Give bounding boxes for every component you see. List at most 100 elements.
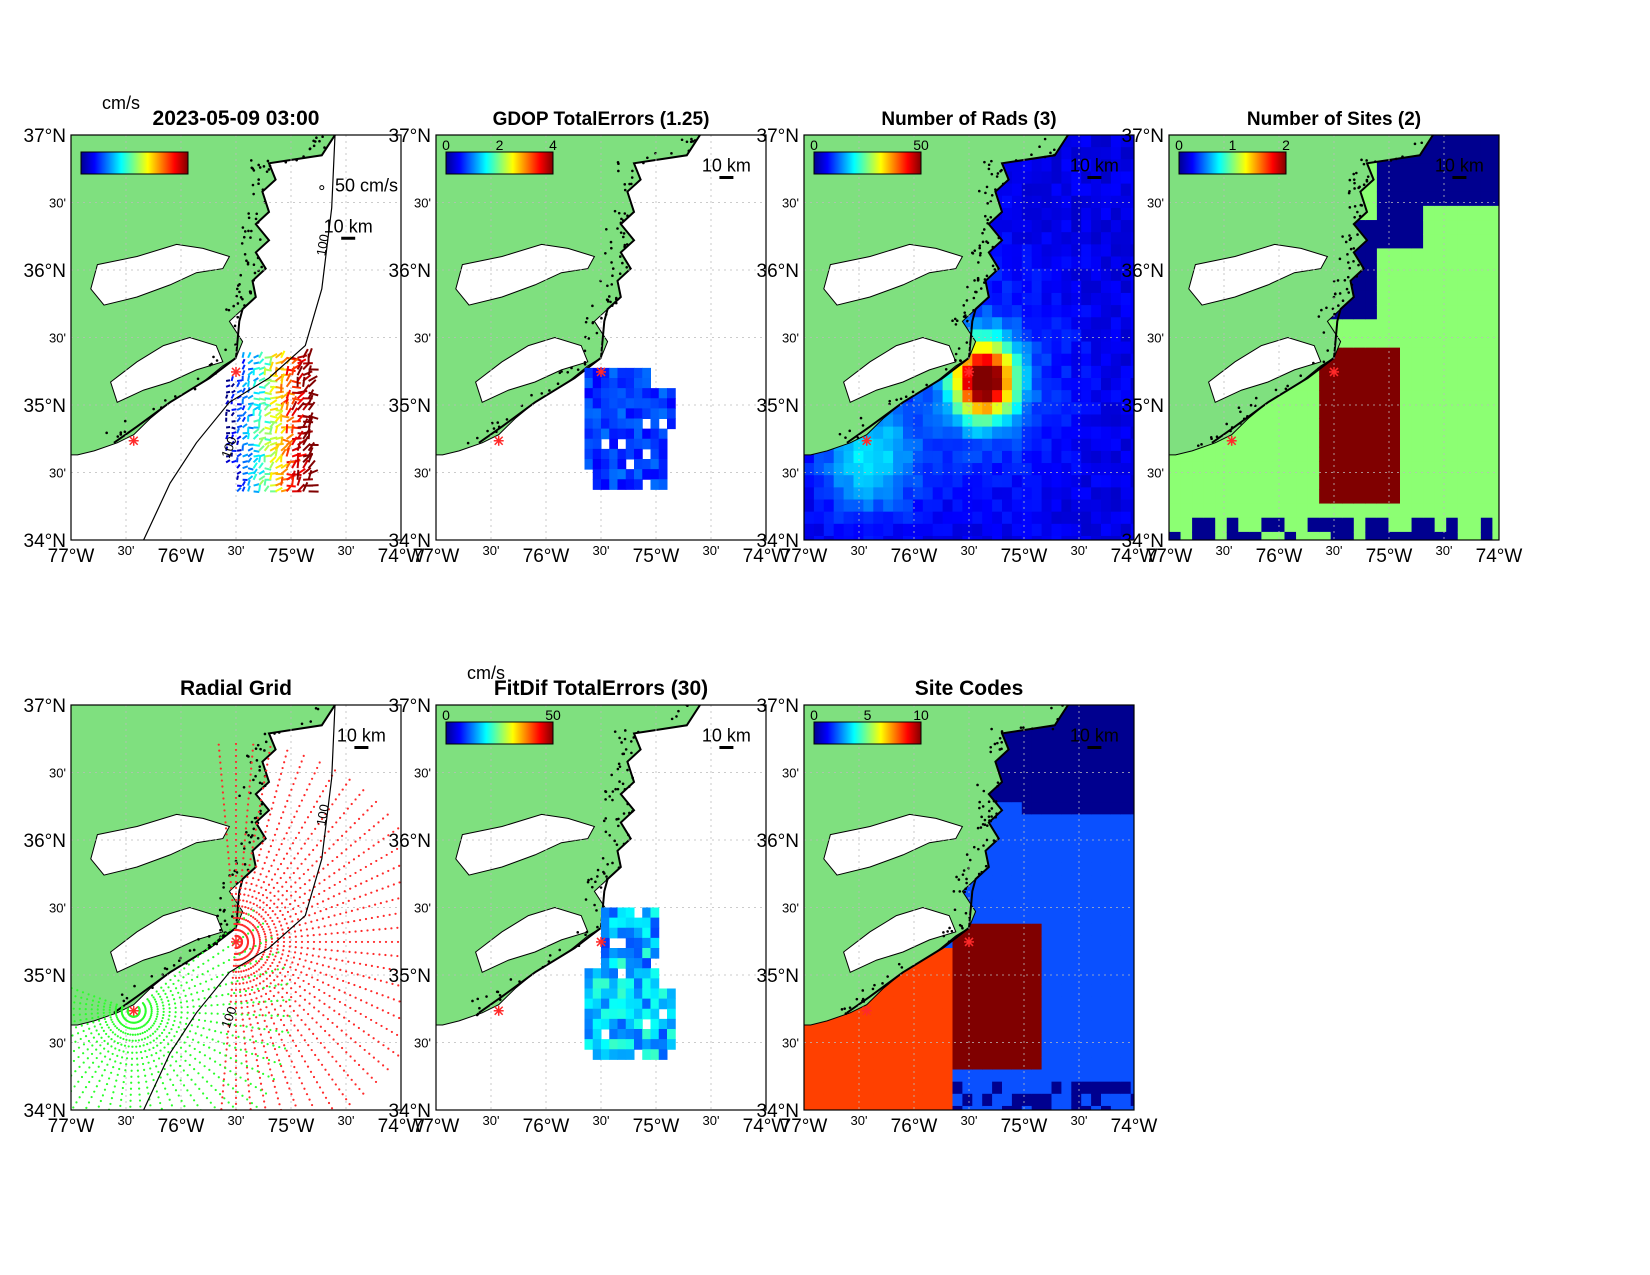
y-tick-label: 30' xyxy=(49,901,66,916)
pamlico-river xyxy=(110,336,224,403)
coastline-detail xyxy=(1196,141,1424,447)
x-tick-label: 30' xyxy=(851,543,868,558)
x-tick-label: 77°W xyxy=(781,546,828,567)
vector-scale-arrow xyxy=(319,185,325,191)
y-tick-label: 34°N xyxy=(757,531,799,552)
x-tick-label: 30' xyxy=(703,543,720,558)
pamlico-river xyxy=(843,906,957,973)
y-tick-label: 35°N xyxy=(389,966,431,987)
coastline-detail xyxy=(840,705,1064,1015)
radar-site-marker xyxy=(128,435,139,446)
y-tick-label: 34°N xyxy=(757,1101,799,1122)
y-tick-label: 37°N xyxy=(389,126,431,147)
x-tick-label: 77°W xyxy=(413,1116,460,1137)
map-frame xyxy=(803,134,1135,541)
radar-site-marker xyxy=(596,936,606,947)
albemarle-sound xyxy=(455,243,596,306)
x-tick-label: 30' xyxy=(338,543,355,558)
albemarle-sound xyxy=(90,243,231,306)
y-tick-label: 37°N xyxy=(24,126,66,147)
y-tick-label: 30' xyxy=(49,466,66,481)
y-tick-label: 30' xyxy=(49,196,66,211)
y-tick-label: 34°N xyxy=(389,1101,431,1122)
map-frame xyxy=(70,704,402,1111)
colorbar-unit: cm/s xyxy=(467,663,505,683)
radial-count-field xyxy=(804,135,1134,540)
x-tick-label: 75°W xyxy=(1366,546,1413,567)
colorbar xyxy=(1178,151,1287,175)
x-tick-label: 77°W xyxy=(48,546,95,567)
y-tick-label: 30' xyxy=(782,466,799,481)
x-tick-label: 77°W xyxy=(413,546,460,567)
graticule xyxy=(71,705,401,1110)
y-tick-label: 34°N xyxy=(24,531,66,552)
x-tick-label: 76°W xyxy=(1256,546,1303,567)
x-tick-label: 30' xyxy=(703,1113,720,1128)
radar-site-marker xyxy=(1226,435,1237,446)
coastline xyxy=(113,705,336,1014)
x-tick-label: 74°W xyxy=(1111,1116,1158,1137)
x-tick-label: 74°W xyxy=(1476,546,1523,567)
x-tick-label: 30' xyxy=(118,1113,135,1128)
y-tick-label: 30' xyxy=(414,331,431,346)
albemarle-sound xyxy=(823,243,964,306)
x-tick-label: 30' xyxy=(483,1113,500,1128)
isobath-100m xyxy=(143,705,336,1110)
x-tick-label: 75°W xyxy=(268,546,315,567)
y-tick-label: 35°N xyxy=(24,396,66,417)
albemarle-sound xyxy=(90,813,231,876)
y-tick-label: 30' xyxy=(782,766,799,781)
fitdif-error-field xyxy=(584,907,676,1060)
pamlico-river xyxy=(110,906,224,973)
isobath-label: 100 xyxy=(218,1005,240,1031)
y-tick-label: 36°N xyxy=(1122,261,1164,282)
graticule xyxy=(804,705,1134,1110)
colorbar-tick-label: 50 xyxy=(913,137,929,153)
y-tick-label: 34°N xyxy=(1122,531,1164,552)
radar-site-marker xyxy=(596,366,606,377)
y-tick-label: 35°N xyxy=(1122,396,1164,417)
scale-bar-label: 10 km xyxy=(1435,156,1484,176)
x-tick-label: 75°W xyxy=(1001,546,1048,567)
colorbar-tick-label: 0 xyxy=(810,707,818,723)
radar-site-marker xyxy=(493,435,504,446)
x-tick-label: 74°W xyxy=(743,546,790,567)
y-tick-label: 30' xyxy=(414,1036,431,1051)
scale-bar-label: 10 km xyxy=(702,156,751,176)
coastline xyxy=(113,135,336,444)
y-tick-label: 36°N xyxy=(389,831,431,852)
y-tick-label: 35°N xyxy=(389,396,431,417)
x-tick-label: 76°W xyxy=(523,1116,570,1137)
map-panel-totals: 100 100 cm/s 10 km 50 cm/s 77°W 30' 76°W 30' 75°W… xyxy=(24,93,425,567)
radial-grid-site2 xyxy=(71,909,291,1110)
y-tick-label: 35°N xyxy=(24,966,66,987)
panel-title: Site Codes xyxy=(915,677,1024,700)
pamlico-river xyxy=(475,336,589,403)
map-content xyxy=(1169,135,1499,540)
x-tick-label: 30' xyxy=(961,1113,978,1128)
colorbar xyxy=(445,721,554,745)
albemarle-sound xyxy=(823,813,964,876)
colorbar-tick-label: 0 xyxy=(810,137,818,153)
colorbar-tick-label: 4 xyxy=(549,137,557,153)
x-tick-label: 30' xyxy=(1216,543,1233,558)
y-tick-label: 34°N xyxy=(24,1101,66,1122)
x-tick-label: 30' xyxy=(961,543,978,558)
graticule xyxy=(1169,135,1499,540)
panel-title: FitDif TotalErrors (30) xyxy=(494,677,708,700)
radar-site-marker xyxy=(128,1005,139,1016)
map-panel-radgrid: 100 100 10 km 77°W 30' 76°W 30' 75°W 30' 74°W 37°N… xyxy=(24,677,425,1137)
x-tick-label: 77°W xyxy=(1146,546,1193,567)
colorbar xyxy=(80,151,189,175)
x-tick-label: 30' xyxy=(483,543,500,558)
y-tick-label: 30' xyxy=(1147,196,1164,211)
radar-site-marker xyxy=(964,366,974,377)
map-frame xyxy=(803,704,1135,1111)
map-content xyxy=(436,135,766,540)
y-tick-label: 37°N xyxy=(1122,126,1164,147)
x-tick-label: 30' xyxy=(1071,543,1088,558)
map-content xyxy=(436,705,766,1110)
y-tick-label: 34°N xyxy=(389,531,431,552)
map-content xyxy=(804,135,1134,540)
